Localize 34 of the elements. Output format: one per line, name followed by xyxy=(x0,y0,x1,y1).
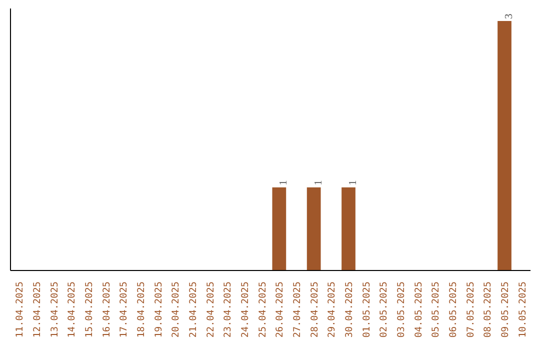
x-tick-label: 02.05.2025 xyxy=(378,281,390,338)
x-tick-label: 28.04.2025 xyxy=(309,281,320,338)
x-tick-label: 11.04.2025 xyxy=(14,281,26,338)
data-label: 3 xyxy=(504,14,515,19)
x-tick-label: 20.04.2025 xyxy=(170,281,182,338)
x-tick-label: 21.04.2025 xyxy=(188,281,199,338)
x-tick-label: 09.05.2025 xyxy=(500,281,511,338)
x-tick-label: 06.05.2025 xyxy=(448,281,459,338)
x-tick-label: 10.05.2025 xyxy=(517,281,528,338)
x-tick-label: 29.04.2025 xyxy=(326,281,338,338)
x-tick-label: 27.04.2025 xyxy=(292,281,303,338)
data-label: 1 xyxy=(278,180,290,186)
x-tick-label: 12.04.2025 xyxy=(32,281,43,338)
x-tick-label: 26.04.2025 xyxy=(274,281,286,338)
x-tick-label: 05.05.2025 xyxy=(430,281,442,338)
x-tick-label: 15.04.2025 xyxy=(84,281,95,338)
x-tick-label: 22.04.2025 xyxy=(205,281,216,338)
x-tick-label: 16.04.2025 xyxy=(101,281,112,338)
x-tick-label: 13.04.2025 xyxy=(49,281,60,338)
x-tick-label: 01.05.2025 xyxy=(361,281,372,338)
x-tick-label: 04.05.2025 xyxy=(413,281,424,338)
x-tick-label: 08.05.2025 xyxy=(482,281,494,338)
x-tick-label: 03.05.2025 xyxy=(396,281,407,338)
x-tick-label: 30.04.2025 xyxy=(344,281,355,338)
x-tick-label: 17.04.2025 xyxy=(118,281,130,338)
x-tick-label: 19.04.2025 xyxy=(153,281,164,338)
x-tick-label: 25.04.2025 xyxy=(257,281,268,338)
x-tick-label: 14.04.2025 xyxy=(66,281,78,338)
x-tick-label: 18.04.2025 xyxy=(136,281,147,338)
data-label: 1 xyxy=(313,180,324,186)
x-tick-label: 07.05.2025 xyxy=(465,281,476,338)
x-tick-label: 23.04.2025 xyxy=(222,281,234,338)
x-tick-label: 24.04.2025 xyxy=(240,281,251,338)
data-label: 1 xyxy=(348,180,359,186)
